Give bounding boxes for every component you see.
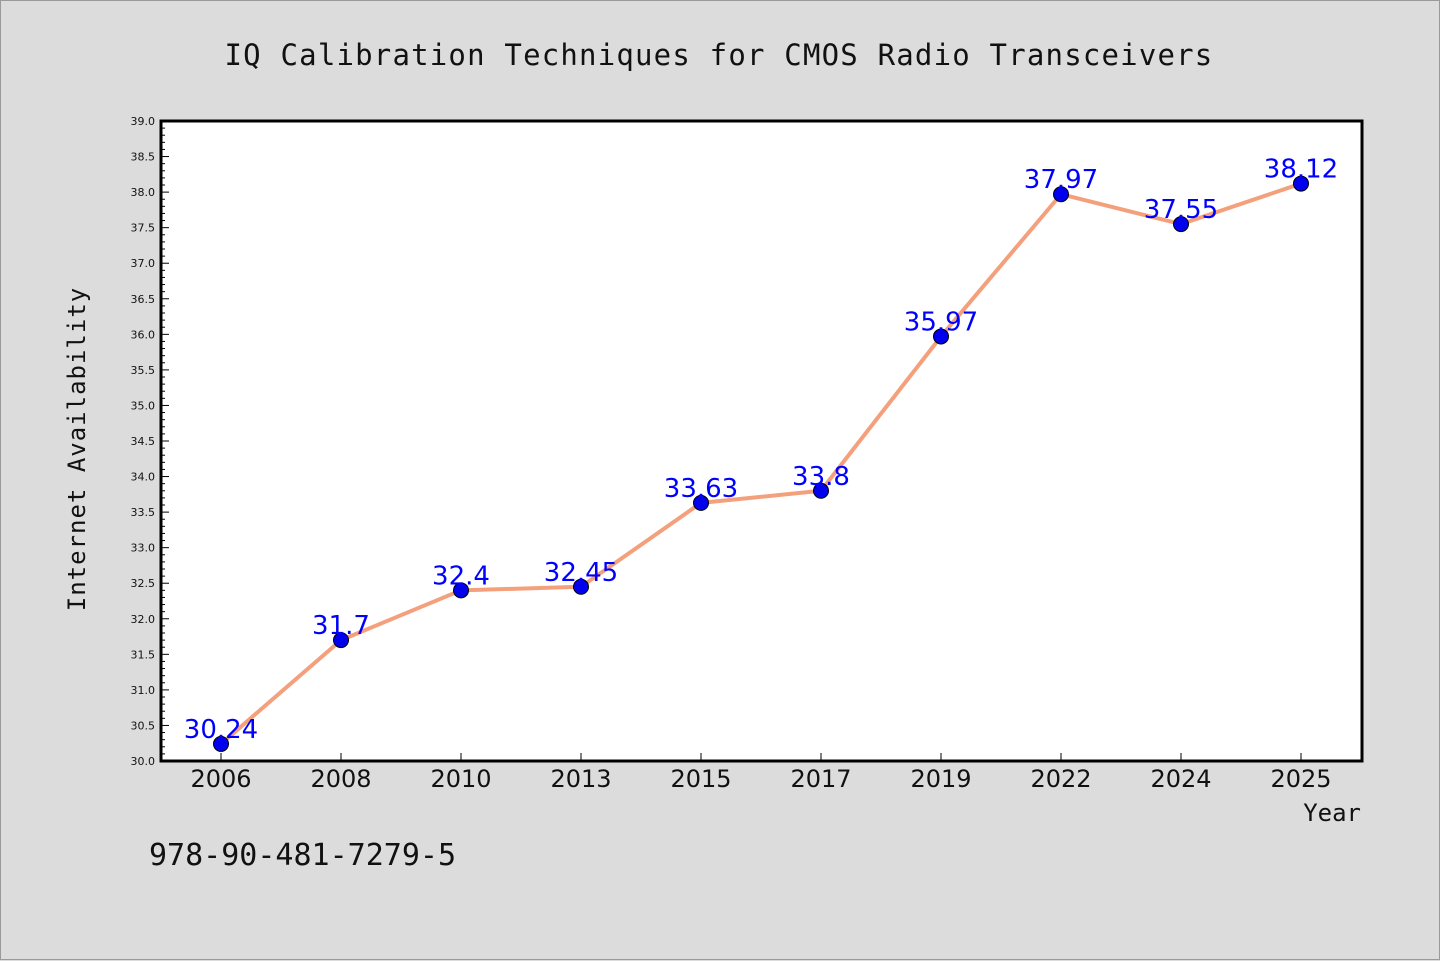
data-label: 37.55 [1144, 195, 1218, 225]
data-label: 37.97 [1024, 165, 1098, 195]
x-tick-label: 2022 [1030, 765, 1091, 793]
series-markers [213, 175, 1309, 752]
x-tick-label: 2008 [310, 765, 371, 793]
chart-title: IQ Calibration Techniques for CMOS Radio… [225, 38, 1214, 72]
data-label: 31.7 [312, 611, 370, 641]
x-tick-label: 2006 [190, 765, 251, 793]
plot-frame [159, 119, 1364, 763]
y-tick-label: 33.5 [131, 506, 156, 519]
y-tick-label: 36.5 [131, 293, 156, 306]
y-tick-label: 37.5 [131, 222, 156, 235]
y-tick-label: 32.5 [131, 577, 156, 590]
y-tick-label: 38.0 [131, 186, 156, 199]
x-tick-label: 2017 [790, 765, 851, 793]
y-tick-label: 30.0 [131, 755, 156, 768]
x-axis-label: Year [1303, 799, 1361, 827]
series-polyline [219, 181, 1303, 746]
data-label: 38.12 [1264, 155, 1338, 185]
y-tick-label: 32.0 [131, 613, 156, 626]
data-label: 35.97 [904, 307, 978, 337]
data-label: 33.63 [664, 474, 738, 504]
data-labels: 30.24 31.7 32.4 32.45 33.63 33.8 35.97 37.97 37.… [184, 155, 1338, 745]
data-label: 32.4 [432, 561, 490, 591]
data-point [1173, 216, 1189, 233]
x-tick-label: 2025 [1270, 765, 1331, 793]
x-tick-label: 2019 [910, 765, 971, 793]
y-tick-label: 36.0 [131, 328, 156, 341]
data-point [693, 494, 709, 511]
data-point [333, 632, 349, 649]
y-tick-label: 34.0 [131, 471, 156, 484]
data-point [1053, 186, 1069, 203]
data-label: 30.24 [184, 715, 258, 745]
y-tick-label: 35.0 [131, 399, 156, 412]
data-point [453, 582, 469, 599]
data-point [213, 735, 229, 752]
y-tick-label: 39.0 [131, 115, 156, 128]
isbn-annotation: 978-90-481-7279-5 [149, 838, 456, 873]
y-tick-label: 30.5 [131, 719, 156, 732]
data-label: 32.45 [544, 558, 618, 588]
data-point [1293, 175, 1309, 192]
y-tick-label: 31.0 [131, 684, 156, 697]
y-axis-label: Internet Availability [63, 287, 91, 611]
data-point [573, 578, 589, 595]
plot-area [161, 121, 1362, 761]
y-tick-label: 31.5 [131, 648, 156, 661]
data-point [933, 328, 949, 345]
x-tick-label: 2015 [670, 765, 731, 793]
y-tick-label: 35.5 [131, 364, 156, 377]
y-tick-label: 37.0 [131, 257, 156, 270]
x-tick-label: 2013 [550, 765, 611, 793]
y-axis-ticks: 30.0 30.5 31.0 31.5 32.0 32.5 33.0 33.5 34.0 34.5… [131, 115, 169, 768]
x-tick-label: 2010 [430, 765, 491, 793]
y-tick-label: 34.5 [131, 435, 156, 448]
y-tick-label: 33.0 [131, 542, 156, 555]
y-tick-label: 38.5 [131, 151, 156, 164]
data-label: 33.8 [792, 462, 850, 492]
x-tick-label: 2024 [1150, 765, 1211, 793]
data-point [813, 482, 829, 499]
series-line [219, 181, 1303, 746]
